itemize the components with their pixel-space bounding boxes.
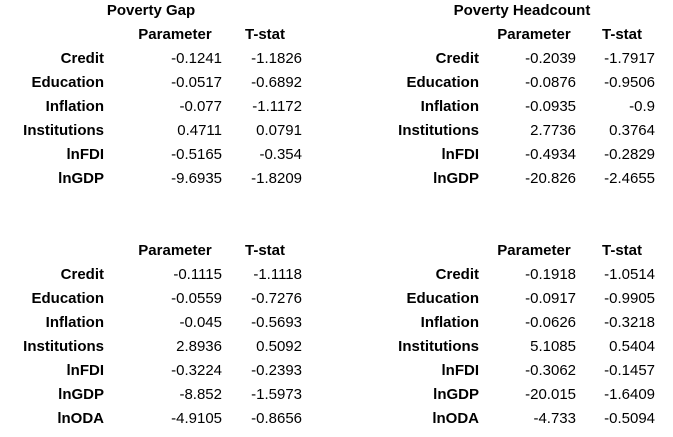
row-label: Credit bbox=[435, 266, 479, 283]
row-label: lnFDI bbox=[66, 146, 105, 163]
parameter-value: -0.0517 bbox=[171, 74, 222, 91]
panel-title: Poverty Gap bbox=[106, 2, 196, 19]
tstat-value: -0.7276 bbox=[251, 290, 302, 307]
parameter-value: -0.0559 bbox=[171, 290, 222, 307]
tstat-value: -0.5094 bbox=[604, 410, 655, 427]
parameter-value: 0.4711 bbox=[177, 122, 222, 139]
tstat-value: 0.0791 bbox=[256, 122, 302, 139]
parameter-value: -0.3224 bbox=[171, 362, 222, 379]
row-label: Education bbox=[406, 290, 479, 307]
tstat-value: -1.0514 bbox=[604, 266, 655, 283]
tstat-value: -1.6409 bbox=[604, 386, 655, 403]
tstat-value: -0.2393 bbox=[251, 362, 302, 379]
parameter-value: -0.1241 bbox=[171, 50, 222, 67]
tstat-value: -1.1118 bbox=[253, 266, 302, 283]
tstat-value: 0.5092 bbox=[256, 338, 302, 355]
tstat-value: -1.5973 bbox=[251, 386, 302, 403]
row-label: Inflation bbox=[420, 98, 479, 115]
row-label: Education bbox=[31, 74, 104, 91]
tstat-value: -2.4655 bbox=[604, 170, 655, 187]
parameter-value: 2.8936 bbox=[176, 338, 222, 355]
parameter-value: 2.7736 bbox=[530, 122, 576, 139]
parameter-value: -0.077 bbox=[179, 98, 222, 115]
parameter-value: -0.0935 bbox=[525, 98, 576, 115]
row-label: Credit bbox=[60, 266, 104, 283]
row-label: Institutions bbox=[23, 338, 104, 355]
row-label: lnGDP bbox=[433, 386, 479, 403]
row-label: lnFDI bbox=[66, 362, 105, 379]
row-label: Inflation bbox=[45, 314, 104, 331]
parameter-value: -4.733 bbox=[533, 410, 576, 427]
row-label: lnODA bbox=[432, 410, 479, 427]
parameter-value: -0.5165 bbox=[171, 146, 222, 163]
row-label: lnGDP bbox=[58, 386, 104, 403]
row-label: Credit bbox=[435, 50, 479, 67]
row-label: lnGDP bbox=[58, 170, 104, 187]
tstat-value: -0.354 bbox=[259, 146, 302, 163]
row-label: Inflation bbox=[45, 98, 104, 115]
parameter-value: -0.3062 bbox=[525, 362, 576, 379]
parameter-value: -0.045 bbox=[179, 314, 222, 331]
parameter-value: -20.826 bbox=[525, 170, 576, 187]
parameter-value: -4.9105 bbox=[171, 410, 222, 427]
row-label: Education bbox=[31, 290, 104, 307]
tstat-value: 0.5404 bbox=[609, 338, 655, 355]
row-label: Inflation bbox=[420, 314, 479, 331]
tstat-value: -0.5693 bbox=[251, 314, 302, 331]
column-header-tstat: T-stat bbox=[601, 242, 642, 259]
row-label: lnFDI bbox=[441, 362, 480, 379]
row-label: Education bbox=[406, 74, 479, 91]
column-header-tstat: T-stat bbox=[601, 26, 642, 43]
parameter-value: -8.852 bbox=[179, 386, 222, 403]
column-header-tstat: T-stat bbox=[244, 26, 285, 43]
tstat-value: -1.1826 bbox=[251, 50, 302, 67]
column-header-parameter: Parameter bbox=[497, 242, 571, 259]
tstat-value: -0.1457 bbox=[604, 362, 655, 379]
parameter-value: -0.2039 bbox=[525, 50, 576, 67]
parameter-value: -0.1918 bbox=[525, 266, 576, 283]
row-label: lnFDI bbox=[441, 146, 480, 163]
tstat-value: -1.7917 bbox=[604, 50, 655, 67]
tstat-value: -1.1172 bbox=[252, 98, 302, 115]
column-header-tstat: T-stat bbox=[244, 242, 285, 259]
column-header-parameter: Parameter bbox=[138, 26, 212, 43]
row-label: Institutions bbox=[23, 122, 104, 139]
tstat-value: 0.3764 bbox=[609, 122, 655, 139]
parameter-value: -20.015 bbox=[525, 386, 576, 403]
column-header-parameter: Parameter bbox=[497, 26, 571, 43]
parameter-value: -9.6935 bbox=[171, 170, 222, 187]
tstat-value: -0.2829 bbox=[604, 146, 655, 163]
parameter-value: -0.0876 bbox=[525, 74, 576, 91]
tstat-value: -0.9506 bbox=[604, 74, 655, 91]
row-label: lnGDP bbox=[433, 170, 479, 187]
panel-title: Poverty Headcount bbox=[453, 2, 591, 19]
tstat-value: -0.3218 bbox=[604, 314, 655, 331]
row-label: Credit bbox=[60, 50, 104, 67]
row-label: lnODA bbox=[57, 410, 104, 427]
row-label: Institutions bbox=[398, 122, 479, 139]
parameter-value: -0.1115 bbox=[173, 266, 222, 283]
row-label: Institutions bbox=[398, 338, 479, 355]
tstat-value: -0.9 bbox=[629, 98, 655, 115]
tstat-value: -0.9905 bbox=[604, 290, 655, 307]
parameter-value: 5.1085 bbox=[530, 338, 576, 355]
tstat-value: -0.6892 bbox=[251, 74, 302, 91]
parameter-value: -0.4934 bbox=[525, 146, 576, 163]
parameter-value: -0.0917 bbox=[525, 290, 576, 307]
column-header-parameter: Parameter bbox=[138, 242, 212, 259]
tstat-value: -1.8209 bbox=[251, 170, 302, 187]
parameter-value: -0.0626 bbox=[525, 314, 576, 331]
tstat-value: -0.8656 bbox=[251, 410, 302, 427]
